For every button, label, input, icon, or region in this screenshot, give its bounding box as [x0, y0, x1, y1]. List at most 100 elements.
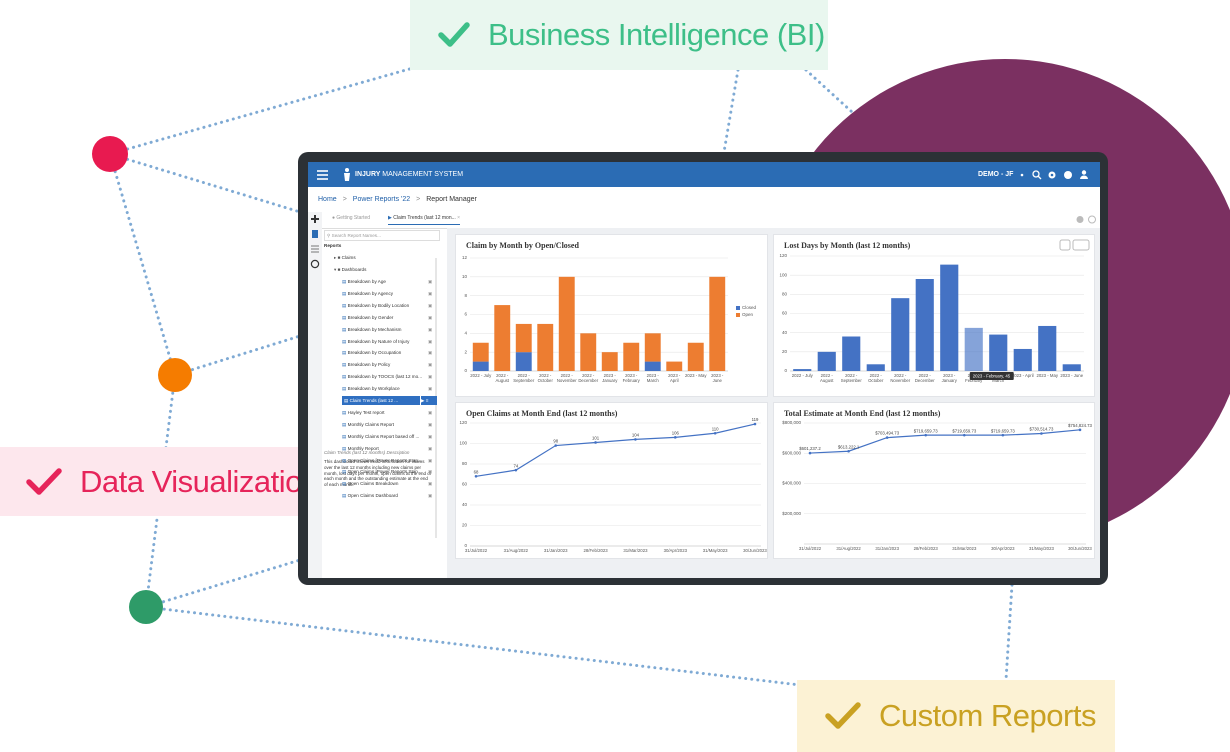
x-tick-label: 2023 - May — [1036, 373, 1059, 378]
badge-data-viz: Data Visualization — [0, 447, 331, 516]
x-tick-label-box: 2022 - July — [470, 373, 491, 378]
check-icon — [825, 702, 861, 729]
report-label: Monthly Report — [347, 445, 379, 451]
report-item[interactable]: ▤ Open Claims Dashboard — [342, 491, 398, 500]
y-tick-label: 100 — [779, 272, 787, 277]
line — [809, 429, 1081, 454]
breadcrumb[interactable]: Home — [318, 196, 337, 203]
bar — [842, 336, 861, 371]
point — [474, 475, 478, 478]
report-item[interactable]: ▤ Breakdown by Bodily Location — [342, 301, 409, 310]
x-tick-label: 2023 - April — [668, 373, 681, 383]
search-box[interactable]: ⚲ Search Report Names... — [324, 230, 440, 241]
lock-icon: ▣ — [428, 433, 433, 439]
bar-segment — [515, 352, 532, 371]
report-item[interactable]: ▤ Monthly Report — [342, 444, 379, 453]
y-tick-label: 20 — [462, 523, 468, 528]
chart: Total Estimate at Month End (last 12 mon… — [782, 409, 1092, 551]
report-item[interactable]: ▤ Breakdown by Policy — [342, 360, 390, 369]
x-tick-label-box: 2023 - February — [623, 373, 640, 383]
x-tick-label: 2022 - October — [537, 373, 553, 383]
report-item[interactable]: ▤ Monthly Claims Report based off ... — [342, 432, 419, 441]
x-tick-label-box: 2022 - November — [890, 373, 911, 383]
value-label: $703,494.73 — [875, 431, 900, 436]
tab-active[interactable]: ▶ Claim Trends (last 12 mon... × — [388, 215, 461, 225]
tree-root[interactable]: Reports — [324, 243, 342, 248]
tab-row: ● Getting Started ▶ Claim Trends (last 1… — [322, 212, 1100, 229]
value-label: $719,659.73 — [914, 428, 939, 433]
chart: Claim by Month by Open/Closed 0 2 4 6 8 10 12 20… — [462, 241, 757, 383]
folder-label: Claims — [341, 255, 356, 260]
report-item[interactable]: ▤ Open Claims Breakdown — [342, 479, 398, 488]
refresh-button[interactable] — [1059, 239, 1071, 251]
report-item[interactable]: ▤ Hayley Test report — [342, 408, 385, 417]
tree-folder[interactable]: ▸ ■ Claims — [334, 253, 356, 262]
legend-swatch — [736, 313, 740, 317]
report-item[interactable]: ▤ Breakdown by Gender — [342, 313, 393, 322]
report-icon: ▤ — [342, 374, 348, 380]
report-item[interactable]: ▤ Breakdown by Workplace — [342, 384, 400, 393]
point — [962, 433, 966, 437]
bar-segment — [472, 342, 489, 362]
report-item[interactable]: ▤ Claim Trends (last 12 ... — [342, 396, 420, 405]
tab[interactable]: ● Getting Started — [332, 215, 371, 221]
more-button[interactable] — [1072, 239, 1090, 251]
chart: Lost Days by Month (last 12 months) 0 20 40… — [779, 239, 1090, 383]
y-tick-label: $200,000 — [782, 511, 801, 516]
report-icon: ▤ — [342, 350, 348, 356]
x-tick-label: 2022 - October — [868, 373, 884, 383]
x-tick-label-box: 2023 - April — [1011, 373, 1034, 378]
report-item[interactable]: ▤ Breakdown by TOOCS (last 12 mo... — [342, 372, 422, 381]
report-item[interactable]: ▤ Breakdown by Nature of Injury — [342, 337, 409, 346]
x-tick-label: 2023 - January — [602, 373, 618, 383]
report-item[interactable]: ▤ Breakdown by Occupation — [342, 348, 401, 357]
tab-close[interactable]: × — [457, 215, 461, 221]
y-tick-label: 40 — [462, 502, 468, 507]
report-item[interactable]: ▤ Open Claims [Power Reports Stan... — [342, 456, 422, 465]
report-icon: ▤ — [342, 302, 348, 308]
report-item[interactable]: ▤ Open Claims [Power Reports Stan... — [342, 467, 422, 476]
report-item[interactable]: ▤ Breakdown by Age — [342, 277, 386, 286]
tab-label: Getting Started — [336, 215, 371, 221]
x-tick-label: 28/Feb/2023 — [584, 548, 609, 553]
line — [475, 423, 756, 477]
report-icon: ▤ — [342, 433, 348, 439]
y-tick-label: 80 — [782, 292, 788, 297]
x-tick-label-box: 2023 - January — [602, 373, 618, 383]
item-actions[interactable]: ▶ ≡ — [421, 396, 437, 405]
y-tick-label: 100 — [459, 441, 467, 446]
report-icon: ▤ — [342, 290, 348, 296]
report-label: Hayley Test report — [347, 409, 385, 415]
x-tick-label: 31/May/2023 — [703, 548, 728, 553]
x-tick-label: 2023 - April — [1011, 373, 1034, 378]
tooltip-box — [969, 372, 1014, 380]
point — [673, 436, 677, 439]
menu-button[interactable] — [317, 170, 329, 180]
x-tick-label: 31/Jul/2022 — [799, 546, 822, 551]
user-menu[interactable]: DEMO - JF — [978, 171, 1014, 178]
tab-tools — [1076, 215, 1096, 224]
y-tick-label: 4 — [464, 331, 467, 336]
report-item[interactable]: ▤ Breakdown by Mechanism — [342, 325, 402, 334]
x-tick-label: 28/Feb/2023 — [914, 546, 939, 551]
bar — [940, 264, 959, 371]
lock-icon: ▣ — [428, 314, 433, 320]
breadcrumb[interactable]: Power Reports '22 — [352, 196, 411, 203]
x-tick-label: 31/Aug/2022 — [836, 546, 861, 551]
x-tick-label: 2022 - July — [791, 373, 813, 378]
x-tick-label: 2022 - November — [890, 373, 911, 383]
report-item[interactable]: ▤ Breakdown by Agency — [342, 289, 393, 298]
bar-segment — [666, 361, 683, 371]
report-item[interactable]: ▤ Monthly Claims Report — [342, 420, 394, 429]
report-icon: ▤ — [342, 314, 348, 320]
report-icon: ▤ — [342, 362, 348, 368]
top-bar: INJURY MANAGEMENT SYSTEM DEMO - JF — [308, 162, 1100, 187]
lock-icon: ▣ — [428, 421, 433, 427]
description: This dashboard shows trend information f… — [324, 459, 432, 488]
x-tick-label-box: 2023 - June — [1060, 373, 1083, 378]
lock-icon: ▣ — [428, 326, 433, 332]
brand-rest: MANAGEMENT SYSTEM — [382, 171, 464, 178]
chart-title: Total Estimate at Month End (last 12 mon… — [784, 409, 941, 418]
y-tick-label: $800,000 — [782, 420, 801, 425]
tree-folder[interactable]: ▾ ■ Dashboards — [334, 265, 366, 274]
